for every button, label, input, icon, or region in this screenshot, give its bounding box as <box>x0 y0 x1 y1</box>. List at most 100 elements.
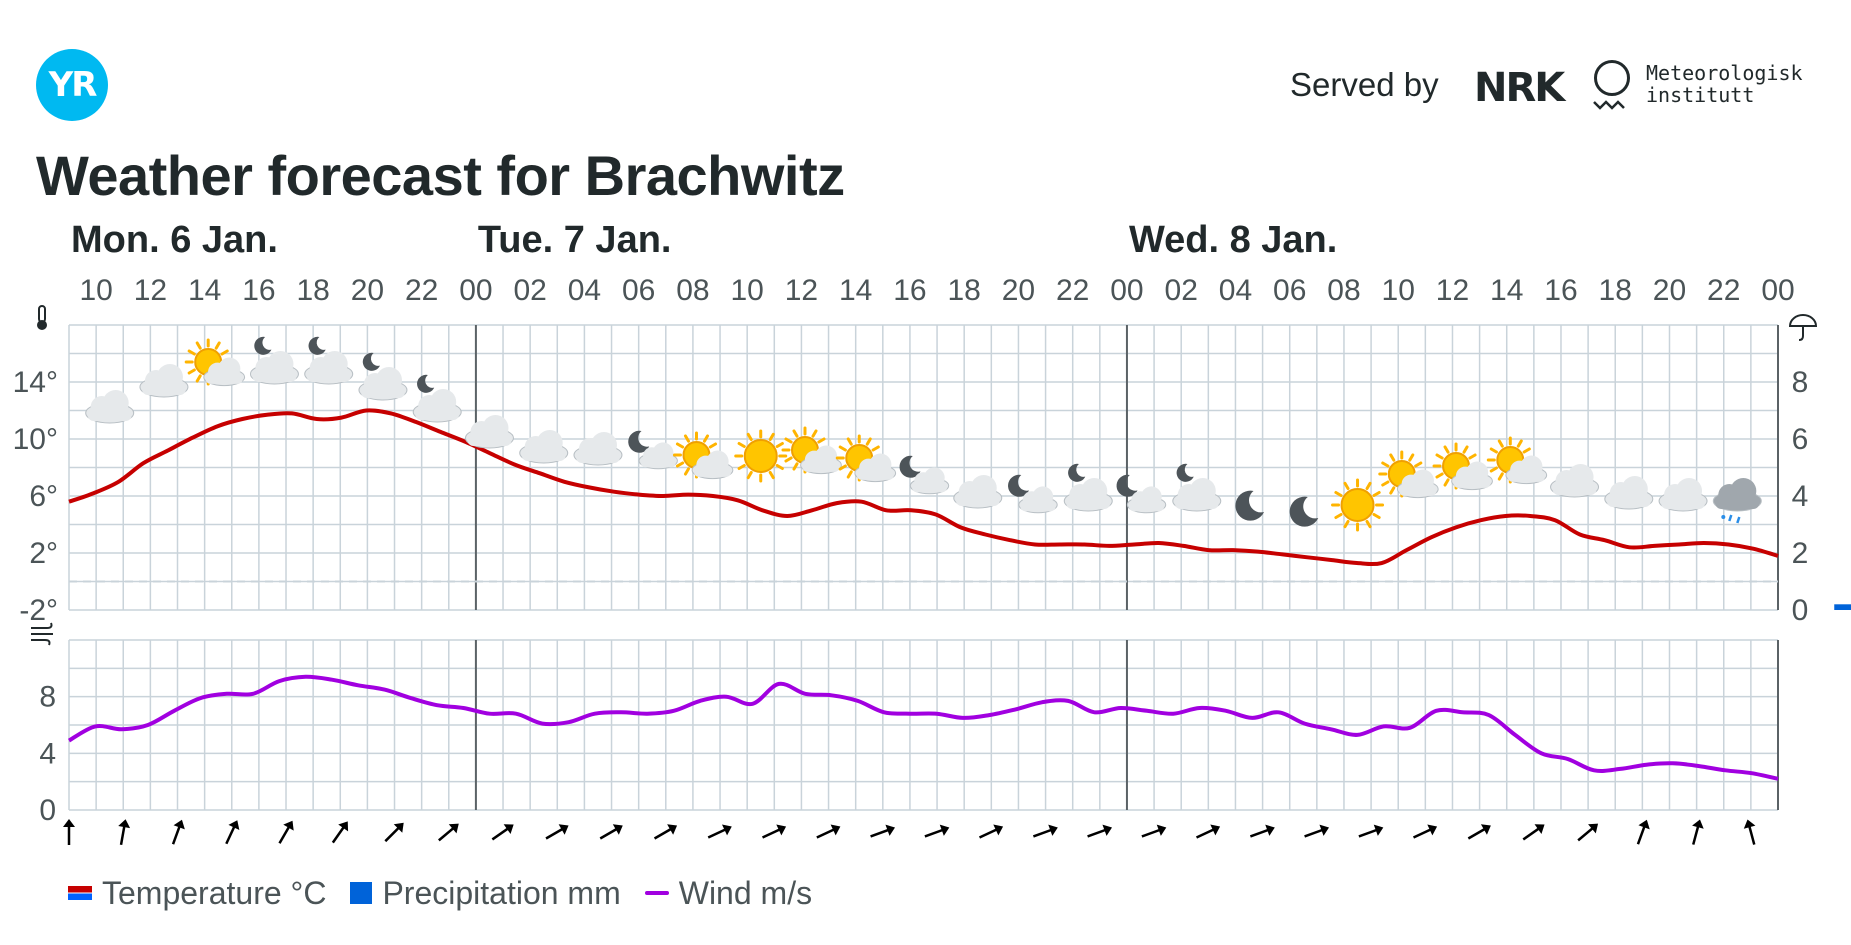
cloudy-night-icon <box>1063 463 1113 512</box>
partlycloudy-day-icon <box>184 338 246 387</box>
hour-tick-label: 14 <box>839 274 872 307</box>
hour-tick-label: 16 <box>893 274 926 307</box>
y-tick-temperature: 14° <box>13 366 58 399</box>
hour-tick-label: 18 <box>948 274 981 307</box>
y-tick-temperature: 10° <box>13 423 58 456</box>
hour-tick-label: 04 <box>568 274 601 307</box>
legend-precipitation-label: Precipitation mm <box>382 874 621 911</box>
hour-tick-label: 06 <box>622 274 655 307</box>
wind-arrow-icon <box>278 820 294 844</box>
wind-arrow-icon <box>978 824 1004 839</box>
hour-tick-label: 20 <box>1002 274 1035 307</box>
precipitation-swatch <box>350 882 373 904</box>
legend-item-precipitation[interactable]: Precipitation mm <box>350 874 621 912</box>
hour-tick-label: 04 <box>1219 274 1252 307</box>
hour-tick-label: 02 <box>513 274 546 307</box>
y-tick-temperature: 2° <box>29 537 58 570</box>
hour-tick-label: 12 <box>1436 274 1469 307</box>
day-label: Mon. 6 Jan. <box>71 219 278 261</box>
wind-arrow-icon <box>1522 824 1545 841</box>
partlycloudy-night-icon <box>1116 474 1167 514</box>
hour-tick-label: 12 <box>134 274 167 307</box>
wind-arrow-icon <box>653 824 678 840</box>
y-tick-temperature: 6° <box>29 480 58 513</box>
met-institute-logo[interactable]: Meteorologisk institutt <box>1592 58 1832 114</box>
cloudy-night-icon <box>249 336 299 385</box>
cloudy-icon <box>573 432 623 466</box>
hour-tick-label: 10 <box>730 274 763 307</box>
cloudy-night-icon <box>358 352 408 401</box>
y-tick-wind: 4 <box>39 737 56 770</box>
hour-tick-label: 06 <box>1273 274 1306 307</box>
hour-tick-label: 14 <box>188 274 221 307</box>
hour-tick-label: 22 <box>1056 274 1089 307</box>
wind-arrow-icon <box>1692 819 1704 845</box>
yr-logo[interactable]: YR <box>36 49 108 121</box>
wind-arrow-icon <box>545 824 569 840</box>
partlycloudy-day-icon <box>672 431 734 480</box>
hour-tick-label: 08 <box>676 274 709 307</box>
hour-tick-label: 22 <box>1707 274 1740 307</box>
y-tick-precipitation: 6 <box>1792 423 1809 456</box>
cloudy-icon <box>519 430 569 464</box>
clearsky-night-icon <box>1289 496 1319 527</box>
partlycloudy-day-icon <box>835 434 897 483</box>
cloudy-icon <box>953 475 1003 509</box>
hour-tick-label: 00 <box>459 274 492 307</box>
wind-arrow-icon <box>870 824 896 838</box>
hour-tick-label: 18 <box>296 274 329 307</box>
wind-arrow-icon <box>599 824 623 840</box>
wind-arrow-icon <box>1249 824 1275 838</box>
wind-arrow-icon <box>924 824 950 838</box>
served-by-text: Served by <box>1290 66 1439 103</box>
hour-tick-label: 14 <box>1490 274 1523 307</box>
y-tick-temperature: -2° <box>19 594 58 627</box>
legend-wind-label: Wind m/s <box>678 874 813 911</box>
wind-arrow-icon <box>1467 824 1491 840</box>
cloudy-icon <box>85 390 135 424</box>
partlycloudy-night-icon <box>1008 474 1058 514</box>
legend-item-wind[interactable]: Wind m/s <box>644 874 813 912</box>
legend: Temperature °C Precipitation mm Wind m/s <box>68 873 836 913</box>
hour-tick-label: 02 <box>1165 274 1198 307</box>
y-tick-wind: 0 <box>39 794 56 827</box>
hour-tick-label: 10 <box>79 274 112 307</box>
cloudy-icon <box>1550 464 1600 498</box>
legend-temperature-label: Temperature °C <box>102 874 327 911</box>
clearsky-day-icon <box>1331 478 1385 532</box>
wind-arrow-icon <box>761 824 787 839</box>
hour-tick-label: 22 <box>405 274 438 307</box>
hour-tick-label: 16 <box>1544 274 1577 307</box>
legend-item-temperature[interactable]: Temperature °C <box>68 875 326 912</box>
wind-arrow-icon <box>118 819 131 846</box>
grid <box>68 324 1779 811</box>
partlycloudy-night-icon <box>628 430 678 470</box>
wind-line <box>67 674 1779 781</box>
thermometer-icon <box>37 305 47 330</box>
sleet-icon <box>1712 478 1762 524</box>
temperature-swatch <box>68 886 92 900</box>
page-title: Weather forecast for Brachwitz <box>36 144 845 207</box>
umbrella-icon <box>1788 314 1818 341</box>
day-label: Tue. 7 Jan. <box>478 219 672 261</box>
wind-swatch <box>644 891 669 895</box>
cloudy-icon <box>464 415 514 449</box>
clearsky-day-icon <box>734 429 788 483</box>
wind-arrow-icon <box>1358 824 1384 838</box>
met-circle-icon <box>1594 60 1630 96</box>
hour-tick-label: 00 <box>1110 274 1143 307</box>
y-tick-wind: 8 <box>39 681 56 714</box>
cloudy-night-icon <box>304 336 354 385</box>
wind-arrow-icon <box>438 823 459 842</box>
wind-arrow-icon <box>1141 824 1167 838</box>
partlycloudy-day-icon <box>1432 442 1493 491</box>
nrk-logo[interactable]: NRK <box>1474 65 1565 111</box>
hour-tick-label: 20 <box>1653 274 1686 307</box>
wind-arrow-icon <box>1743 819 1756 845</box>
wind-arrow-icon <box>1087 824 1113 838</box>
met-wave-icon <box>1593 100 1625 110</box>
y-tick-precipitation: 4 <box>1792 480 1809 513</box>
wind-icon <box>31 622 53 646</box>
hour-tick-label: 00 <box>1761 274 1794 307</box>
met-logo-text: Meteorologisk institutt <box>1646 61 1803 107</box>
